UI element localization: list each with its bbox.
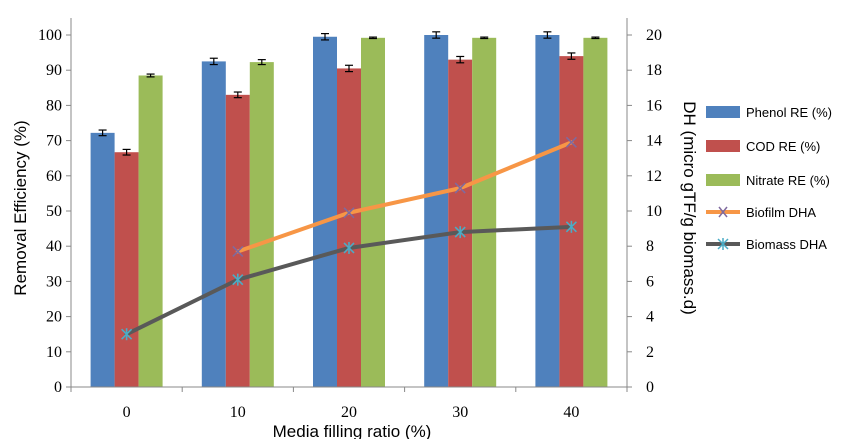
bar-3-4 xyxy=(472,37,497,387)
legend-marker-biofilm xyxy=(718,206,728,218)
error-bar-1-2 xyxy=(209,57,218,66)
error-bar-1-1 xyxy=(98,129,107,137)
x-tick-label: 10 xyxy=(230,404,246,421)
error-bar-2-5 xyxy=(567,52,576,60)
x-tick-label: 0 xyxy=(123,404,131,421)
error-bar-3-1 xyxy=(146,73,155,78)
x-axis-title: Media filling ratio (%) xyxy=(273,422,432,439)
legend-label-biofilm: Biofilm DHA xyxy=(746,205,816,220)
bar-1-4 xyxy=(424,35,449,387)
error-bars-layer xyxy=(98,31,600,156)
y-tick-label: 30 xyxy=(46,273,62,290)
legend: Phenol RE (%) COD RE (%) Nitrate RE (%) … xyxy=(706,105,832,252)
line-2-point-2 xyxy=(232,273,244,286)
error-bar-3-3 xyxy=(369,36,377,40)
y2-tick-label: 8 xyxy=(646,238,654,255)
line-1-point-1 xyxy=(232,245,244,258)
legend-swatch-cod xyxy=(706,140,740,152)
legend-marker-biomass xyxy=(717,238,729,250)
y2-tick-label: 20 xyxy=(646,27,662,44)
y-tick-label: 0 xyxy=(54,379,62,396)
y-tick-label: 20 xyxy=(46,309,62,326)
line-2-point-3 xyxy=(343,241,355,254)
error-bar-3-4 xyxy=(480,36,489,40)
error-bar-3-5 xyxy=(591,36,600,40)
legend-label-cod: COD RE (%) xyxy=(746,139,820,154)
line-1-point-3 xyxy=(454,182,466,194)
x-tick-label: 30 xyxy=(452,404,468,421)
bar-2-2 xyxy=(225,94,250,387)
bar-1-3 xyxy=(313,36,337,387)
legend-label-phenol: Phenol RE (%) xyxy=(746,105,832,120)
y2-tick-label: 2 xyxy=(646,344,654,361)
error-bar-2-4 xyxy=(456,55,465,64)
y-tick-label: 50 xyxy=(46,203,62,220)
bar-3-5 xyxy=(583,37,608,387)
legend-swatch-phenol xyxy=(706,106,740,118)
bar-3-2 xyxy=(249,62,274,387)
error-bar-3-2 xyxy=(257,59,266,66)
x-tick-label: 20 xyxy=(341,404,357,421)
bar-2-1 xyxy=(114,152,139,387)
line-2-point-1 xyxy=(121,328,133,341)
y2-tick-label: 4 xyxy=(646,309,654,326)
y-tick-label: 80 xyxy=(46,97,62,114)
line-2-point-4 xyxy=(454,226,466,239)
y-axis-title: Removal Efficiency (%) xyxy=(11,120,30,295)
error-bar-2-1 xyxy=(122,148,131,156)
bar-1-1 xyxy=(90,132,115,387)
bar-3-1 xyxy=(138,75,163,387)
y-tick-label: 40 xyxy=(46,238,62,255)
line-series-1 xyxy=(235,140,574,254)
tick-labels-layer: 0 10 20 30 40 50 60 70 80 90 100 0 2 4 6 8 10 12 14 16 18 20 0… xyxy=(38,27,662,421)
lines-layer xyxy=(121,136,577,341)
bar-1-5 xyxy=(535,35,560,387)
y2-tick-label: 10 xyxy=(646,203,662,220)
y2-tick-label: 14 xyxy=(646,133,662,150)
bar-3-3 xyxy=(361,37,385,387)
bar-2-4 xyxy=(448,59,473,387)
y-tick-label: 90 xyxy=(46,62,62,79)
legend-swatch-nitrate xyxy=(706,174,740,186)
error-bar-1-3 xyxy=(321,32,329,41)
error-bar-2-3 xyxy=(345,64,353,73)
y2-axis-title: DH (micro gTF/g biomass.d) xyxy=(680,101,699,314)
y2-tick-label: 0 xyxy=(646,379,654,396)
y2-tick-label: 6 xyxy=(646,273,654,290)
bars-layer xyxy=(90,35,608,388)
y-tick-label: 60 xyxy=(46,168,62,185)
bar-1-2 xyxy=(201,61,226,388)
legend-label-nitrate: Nitrate RE (%) xyxy=(746,173,830,188)
y-tick-label: 70 xyxy=(46,133,62,150)
error-bar-1-4 xyxy=(432,31,441,39)
y2-tick-label: 16 xyxy=(646,97,662,114)
y2-tick-label: 12 xyxy=(646,168,662,185)
error-bar-2-2 xyxy=(233,91,242,99)
y-tick-label: 10 xyxy=(46,344,62,361)
bar-2-3 xyxy=(337,68,361,387)
line-1-point-4 xyxy=(565,136,577,148)
y2-tick-label: 18 xyxy=(646,62,662,79)
axes-layer xyxy=(66,18,632,392)
line-1-point-2 xyxy=(343,207,355,219)
error-bar-1-5 xyxy=(543,31,552,39)
line-2-point-5 xyxy=(565,220,577,233)
x-tick-label: 40 xyxy=(563,404,579,421)
y-tick-label: 100 xyxy=(38,27,62,44)
legend-label-biomass: Biomass DHA xyxy=(746,237,827,252)
